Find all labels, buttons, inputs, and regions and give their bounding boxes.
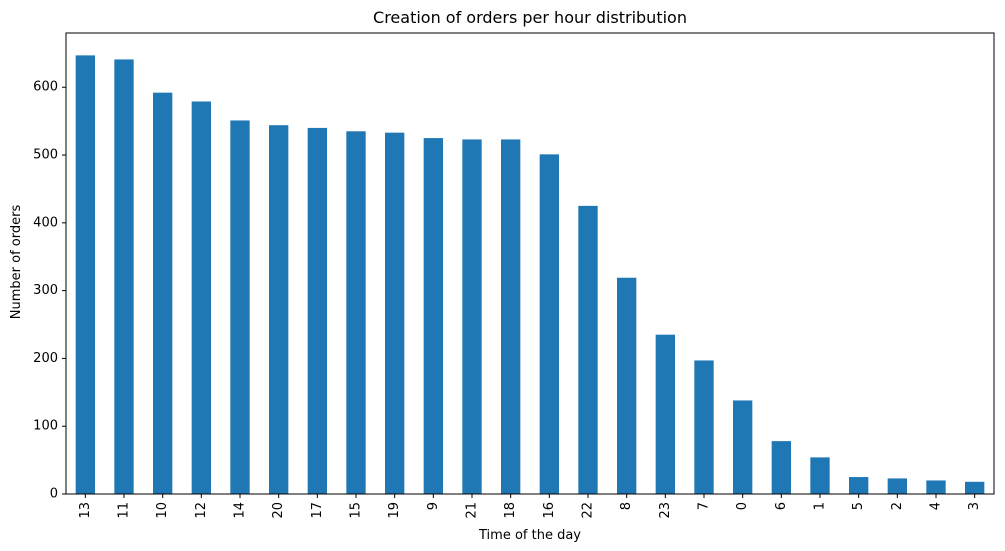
x-tick-label: 6	[774, 502, 789, 510]
x-tick-label: 18	[503, 502, 518, 519]
bar-23	[655, 334, 675, 494]
y-tick-label: 200	[33, 351, 58, 366]
x-tick-label: 4	[929, 502, 944, 510]
x-axis-ticks: 13 11 10 12 14 20 17 15 19 9 21 18 16 22 8 23 7 0 6 1 5 2 4 3	[78, 494, 982, 519]
x-tick-label: 21	[465, 502, 480, 519]
plot-frame	[65, 32, 995, 495]
bar-22	[578, 205, 598, 494]
y-tick-label: 600	[33, 80, 58, 95]
x-tick-label: 19	[387, 502, 402, 519]
x-tick-label: 1	[813, 502, 828, 510]
x-tick-label: 14	[233, 502, 248, 519]
bar-6	[771, 441, 791, 494]
y-tick-label: 100	[33, 419, 58, 434]
bar-17	[307, 127, 327, 494]
bar-14	[230, 120, 250, 495]
x-tick-label: 7	[697, 502, 712, 510]
x-tick-label: 15	[349, 502, 364, 519]
bar-19	[385, 132, 405, 494]
x-tick-label: 20	[271, 502, 286, 519]
x-tick-label: 22	[581, 502, 596, 519]
bar-8	[617, 277, 637, 494]
bar-4	[926, 480, 946, 494]
x-tick-label: 9	[426, 502, 441, 510]
x-tick-label: 12	[194, 502, 209, 519]
bars-group	[75, 55, 985, 495]
bar-0	[733, 400, 753, 494]
chart-title: Creation of orders per hour distribution	[373, 8, 687, 27]
bar-11	[114, 59, 134, 495]
y-axis-label: Number of orders	[9, 205, 24, 320]
y-tick-label: 300	[33, 283, 58, 298]
bar-18	[501, 139, 521, 494]
bar-9	[423, 138, 443, 495]
x-axis-label: Time of the day	[478, 528, 581, 543]
x-tick-label: 16	[542, 502, 557, 519]
bar-20	[269, 125, 289, 494]
bar-7	[694, 360, 714, 494]
x-tick-label: 5	[851, 502, 866, 510]
y-tick-label: 400	[33, 215, 58, 230]
bar-2	[887, 478, 907, 494]
bar-12	[191, 101, 211, 495]
bar-15	[346, 131, 366, 495]
bar-16	[539, 154, 559, 494]
bar-13	[75, 55, 95, 494]
x-tick-label: 0	[735, 502, 750, 510]
x-tick-label: 17	[310, 502, 325, 519]
y-tick-label: 0	[50, 487, 58, 502]
x-tick-label: 11	[117, 502, 132, 519]
x-tick-label: 8	[619, 502, 634, 510]
x-tick-label: 2	[890, 502, 905, 510]
y-axis-ticks: 0 100 200 300 400 500 600	[33, 80, 66, 502]
x-tick-label: 3	[967, 502, 982, 510]
bar-10	[153, 92, 173, 495]
bar-1	[810, 457, 830, 494]
x-tick-label: 23	[658, 502, 673, 519]
x-tick-label: 10	[155, 502, 170, 519]
bar-5	[849, 477, 869, 494]
bar-3	[965, 481, 985, 494]
bar-21	[462, 139, 482, 494]
y-tick-label: 500	[33, 148, 58, 163]
x-tick-label: 13	[78, 502, 93, 519]
